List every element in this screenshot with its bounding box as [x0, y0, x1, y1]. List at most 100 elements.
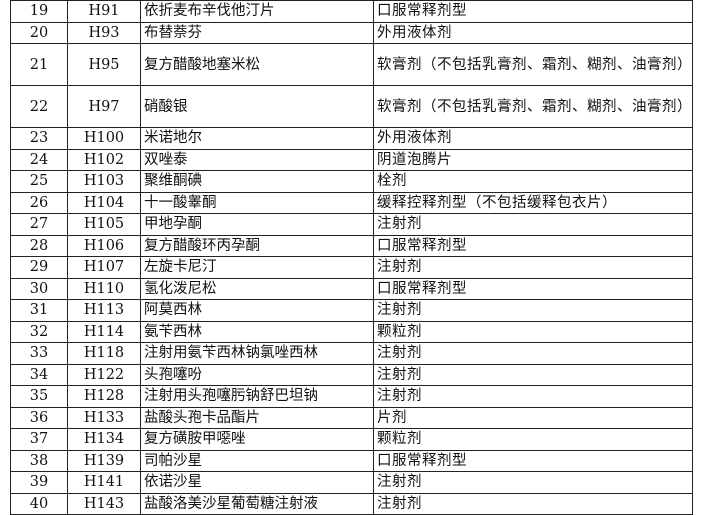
row-number: 24	[10, 148, 68, 171]
row-number: 40	[10, 492, 68, 515]
drug-code: H141	[67, 471, 141, 494]
dosage-form: 栓剂	[373, 170, 693, 193]
table-row: 35 H128 注射用头孢噻肟钠舒巴坦钠 注射剂	[10, 385, 693, 408]
dosage-form: 颗粒剂	[373, 428, 693, 451]
row-number: 25	[10, 170, 68, 193]
table-row: 29 H107 左旋卡尼汀 注射剂	[10, 256, 693, 279]
drug-name: 阿莫西林	[140, 299, 374, 322]
drug-code: H91	[67, 0, 141, 23]
table-row: 21 H95 复方醋酸地塞米松 软膏剂（不包括乳膏剂、霜剂、糊剂、油膏剂）	[10, 43, 693, 86]
drug-code: H97	[67, 85, 141, 128]
row-number: 35	[10, 385, 68, 408]
row-number: 36	[10, 406, 68, 429]
dosage-form: 阴道泡腾片	[373, 148, 693, 171]
dosage-form: 注射剂	[373, 471, 693, 494]
dosage-form: 外用液体剂	[373, 21, 693, 44]
dosage-form: 注射剂	[373, 385, 693, 408]
drug-name: 注射用氨苄西林钠氯唑西林	[140, 342, 374, 365]
drug-code: H133	[67, 406, 141, 429]
table-row: 38 H139 司帕沙星 口服常释剂型	[10, 449, 693, 472]
drug-code: H106	[67, 234, 141, 257]
row-number: 38	[10, 449, 68, 472]
row-number: 23	[10, 127, 68, 150]
drug-code: H113	[67, 299, 141, 322]
drug-table-body: 19 H91 依折麦布辛伐他汀片 口服常释剂型 20 H93 布替萘芬 外用液体剂 21 H95 复…	[10, 0, 693, 515]
row-number: 33	[10, 342, 68, 365]
drug-code: H103	[67, 170, 141, 193]
drug-name: 氢化泼尼松	[140, 277, 374, 300]
drug-code: H114	[67, 320, 141, 343]
table-row: 40 H143 盐酸洛美沙星葡萄糖注射液 注射剂	[10, 492, 693, 515]
row-number: 34	[10, 363, 68, 386]
drug-name: 复方醋酸地塞米松	[140, 43, 374, 86]
drug-name: 复方醋酸环丙孕酮	[140, 234, 374, 257]
table-row: 34 H122 头孢噻吩 注射剂	[10, 363, 693, 386]
drug-code: H95	[67, 43, 141, 86]
drug-name: 甲地孕酮	[140, 213, 374, 236]
row-number: 29	[10, 256, 68, 279]
dosage-form: 缓释控释剂型（不包括缓释包衣片）	[373, 191, 693, 214]
table-row: 32 H114 氨苄西林 颗粒剂	[10, 320, 693, 343]
row-number: 37	[10, 428, 68, 451]
dosage-form: 软膏剂（不包括乳膏剂、霜剂、糊剂、油膏剂）	[373, 43, 693, 86]
dosage-form: 口服常释剂型	[373, 0, 693, 23]
dosage-form: 口服常释剂型	[373, 277, 693, 300]
drug-code: H104	[67, 191, 141, 214]
drug-name: 盐酸洛美沙星葡萄糖注射液	[140, 492, 374, 515]
row-number: 20	[10, 21, 68, 44]
drug-code: H110	[67, 277, 141, 300]
table-row: 25 H103 聚维酮碘 栓剂	[10, 170, 693, 193]
drug-name: 左旋卡尼汀	[140, 256, 374, 279]
drug-code: H93	[67, 21, 141, 44]
drug-code: H100	[67, 127, 141, 150]
drug-code: H118	[67, 342, 141, 365]
dosage-form: 注射剂	[373, 213, 693, 236]
table-row: 20 H93 布替萘芬 外用液体剂	[10, 21, 693, 44]
drug-code: H102	[67, 148, 141, 171]
dosage-form: 颗粒剂	[373, 320, 693, 343]
dosage-form: 口服常释剂型	[373, 234, 693, 257]
drug-name: 复方磺胺甲噁唑	[140, 428, 374, 451]
drug-code: H139	[67, 449, 141, 472]
drug-name: 米诺地尔	[140, 127, 374, 150]
dosage-form: 软膏剂（不包括乳膏剂、霜剂、糊剂、油膏剂）	[373, 85, 693, 128]
table-row: 23 H100 米诺地尔 外用液体剂	[10, 127, 693, 150]
dosage-form: 片剂	[373, 406, 693, 429]
drug-name: 氨苄西林	[140, 320, 374, 343]
table-row: 39 H141 依诺沙星 注射剂	[10, 471, 693, 494]
table-row: 33 H118 注射用氨苄西林钠氯唑西林 注射剂	[10, 342, 693, 365]
row-number: 19	[10, 0, 68, 23]
dosage-form: 注射剂	[373, 299, 693, 322]
row-number: 31	[10, 299, 68, 322]
drug-name: 硝酸银	[140, 85, 374, 128]
row-number: 39	[10, 471, 68, 494]
drug-name: 十一酸睾酮	[140, 191, 374, 214]
row-number: 30	[10, 277, 68, 300]
drug-code: H128	[67, 385, 141, 408]
row-number: 28	[10, 234, 68, 257]
dosage-form: 注射剂	[373, 363, 693, 386]
drug-name: 盐酸头孢卡品酯片	[140, 406, 374, 429]
drug-table: 19 H91 依折麦布辛伐他汀片 口服常释剂型 20 H93 布替萘芬 外用液体剂 21 H95 复…	[10, 0, 693, 515]
drug-name: 聚维酮碘	[140, 170, 374, 193]
table-row: 30 H110 氢化泼尼松 口服常释剂型	[10, 277, 693, 300]
dosage-form: 注射剂	[373, 256, 693, 279]
row-number: 26	[10, 191, 68, 214]
table-row: 24 H102 双唑泰 阴道泡腾片	[10, 148, 693, 171]
dosage-form: 口服常释剂型	[373, 449, 693, 472]
dosage-form: 注射剂	[373, 492, 693, 515]
drug-name: 头孢噻吩	[140, 363, 374, 386]
row-number: 27	[10, 213, 68, 236]
dosage-form: 外用液体剂	[373, 127, 693, 150]
drug-code: H122	[67, 363, 141, 386]
drug-code: H105	[67, 213, 141, 236]
row-number: 21	[10, 43, 68, 86]
drug-code: H134	[67, 428, 141, 451]
drug-name: 依折麦布辛伐他汀片	[140, 0, 374, 23]
dosage-form: 注射剂	[373, 342, 693, 365]
row-number: 22	[10, 85, 68, 128]
table-row: 27 H105 甲地孕酮 注射剂	[10, 213, 693, 236]
table-row: 19 H91 依折麦布辛伐他汀片 口服常释剂型	[10, 0, 693, 23]
drug-name: 双唑泰	[140, 148, 374, 171]
row-number: 32	[10, 320, 68, 343]
